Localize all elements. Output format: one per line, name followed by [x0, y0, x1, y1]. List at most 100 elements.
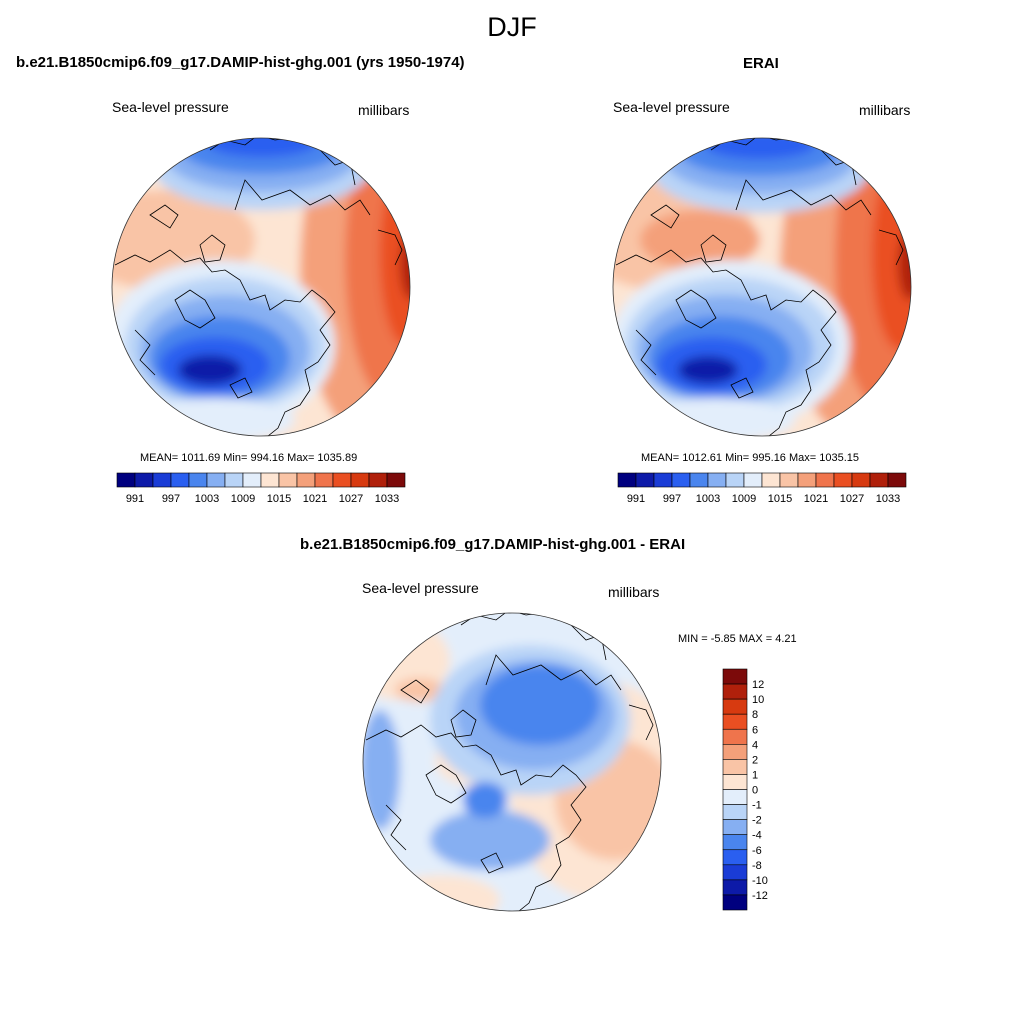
obs-colorbar-swatch	[851, 472, 871, 488]
obs-colorbar-swatch	[617, 472, 637, 488]
model-colorbar-tick-label: 991	[126, 493, 144, 505]
obs-colorbar-tick-label: 1021	[804, 493, 828, 505]
model-colorbar-swatch	[386, 472, 406, 488]
obs-colorbar-tick-label: 1009	[732, 493, 756, 505]
diff-colorbar-tick-label: 4	[752, 739, 758, 751]
diff-colorbar-tick-label: -6	[752, 845, 762, 857]
diff-colorbar-tick-label: 8	[752, 709, 758, 721]
model-colorbar-swatch	[170, 472, 190, 488]
obs-colorbar-swatch	[761, 472, 781, 488]
diff-colorbar-swatch	[722, 849, 748, 866]
diff-colorbar-swatch	[722, 698, 748, 715]
diff-colorbar-swatch	[722, 683, 748, 700]
diff-colorbar-swatch	[722, 894, 748, 911]
diff-colorbar-swatch	[722, 834, 748, 851]
obs-panel-title: ERAI	[743, 55, 779, 72]
model-colorbar-tick-label: 1027	[339, 493, 363, 505]
diff-colorbar-tick-label: 12	[752, 679, 764, 691]
figure-title: DJF	[487, 12, 537, 42]
model-colorbar-swatch	[296, 472, 316, 488]
obs-colorbar-tick-label: 1027	[840, 493, 864, 505]
obs-colorbar-swatch	[815, 472, 835, 488]
diff-colorbar-tick-label: 2	[752, 754, 758, 766]
obs-stats: MEAN= 1012.61 Min= 995.16 Max= 1035.15	[641, 452, 860, 464]
diff-colorbar-swatch	[722, 879, 748, 896]
model-colorbar-swatch	[260, 472, 280, 488]
model-colorbar-swatch	[224, 472, 244, 488]
diff-colorbar-swatch	[722, 864, 748, 881]
obs-colorbar-tick-label: 1015	[768, 493, 792, 505]
diff-colorbar-swatch	[722, 789, 748, 805]
model-units-label: millibars	[358, 102, 410, 118]
model-colorbar-swatch	[278, 472, 298, 488]
obs-colorbar-swatch	[833, 472, 853, 488]
model-variable-label: Sea-level pressure	[112, 99, 229, 115]
obs-colorbar-swatch	[671, 472, 691, 488]
obs-colorbar: 991 997 1003 1009 1015 1021 1027 1033	[617, 472, 907, 505]
diff-colorbar-swatch	[722, 668, 748, 685]
model-colorbar-swatch	[368, 472, 388, 488]
model-panel-title: b.e21.B1850cmip6.f09_g17.DAMIP-hist-ghg.…	[16, 54, 465, 71]
obs-map-border	[612, 137, 912, 437]
obs-colorbar-tick-label: 997	[663, 493, 681, 505]
diff-colorbar-tick-label: -1	[752, 800, 762, 812]
model-colorbar-swatch	[152, 472, 172, 488]
diff-variable-label: Sea-level pressure	[362, 580, 479, 596]
model-colorbar: 991 997 1003 1009 1015 1021 1027 1033	[116, 472, 406, 505]
model-stats: MEAN= 1011.69 Min= 994.16 Max= 1035.89	[140, 452, 358, 464]
obs-map	[613, 138, 911, 436]
obs-units-label: millibars	[859, 102, 911, 118]
obs-colorbar-swatch	[743, 472, 763, 488]
obs-colorbar-swatch	[779, 472, 799, 488]
diff-map-border	[362, 612, 662, 912]
obs-colorbar-swatch	[869, 472, 889, 488]
diff-colorbar-swatch	[722, 774, 748, 790]
diff-colorbar-swatch	[722, 759, 748, 775]
obs-colorbar-tick-label: 1033	[876, 493, 900, 505]
diff-map	[363, 613, 661, 911]
diff-colorbar-swatch	[722, 744, 748, 760]
model-colorbar-tick-label: 1033	[375, 493, 399, 505]
obs-colorbar-swatch	[707, 472, 727, 488]
diff-panel-title: b.e21.B1850cmip6.f09_g17.DAMIP-hist-ghg.…	[300, 536, 686, 553]
model-colorbar-tick-label: 1015	[267, 493, 291, 505]
model-colorbar-swatch	[116, 472, 136, 488]
diff-colorbar-tick-label: -2	[752, 815, 762, 827]
diff-colorbar-tick-label: 0	[752, 785, 758, 797]
model-map	[112, 138, 410, 436]
diff-colorbar-tick-label: -10	[752, 875, 768, 887]
obs-variable-label: Sea-level pressure	[613, 99, 730, 115]
model-colorbar-swatch	[206, 472, 226, 488]
model-colorbar-swatch	[314, 472, 334, 488]
model-colorbar-swatch	[134, 472, 154, 488]
diff-colorbar-tick-label: -4	[752, 830, 762, 842]
diff-colorbar-swatch	[722, 804, 748, 820]
diff-units-label: millibars	[608, 584, 660, 600]
diff-stats: MIN = -5.85 MAX = 4.21	[678, 633, 797, 645]
model-colorbar-tick-label: 1003	[195, 493, 219, 505]
model-map-border	[111, 137, 411, 437]
diff-colorbar-tick-label: -12	[752, 890, 768, 902]
model-colorbar-tick-label: 997	[162, 493, 180, 505]
diff-colorbar-swatch	[722, 728, 748, 745]
model-colorbar-swatch	[188, 472, 208, 488]
diff-colorbar-swatch	[722, 819, 748, 835]
diff-colorbar-swatch	[722, 713, 748, 730]
model-colorbar-swatch	[332, 472, 352, 488]
obs-colorbar-swatch	[689, 472, 709, 488]
diff-colorbar-tick-label: 10	[752, 694, 764, 706]
obs-colorbar-swatch	[725, 472, 745, 488]
diff-colorbar-tick-label: -8	[752, 860, 762, 872]
obs-colorbar-swatch	[887, 472, 907, 488]
diff-colorbar-tick-label: 1	[752, 769, 758, 781]
obs-colorbar-tick-label: 1003	[696, 493, 720, 505]
obs-colorbar-swatch	[653, 472, 673, 488]
model-colorbar-swatch	[242, 472, 262, 488]
obs-colorbar-swatch	[635, 472, 655, 488]
diff-colorbar-tick-label: 6	[752, 724, 758, 736]
model-colorbar-swatch	[350, 472, 370, 488]
obs-colorbar-swatch	[797, 472, 817, 488]
